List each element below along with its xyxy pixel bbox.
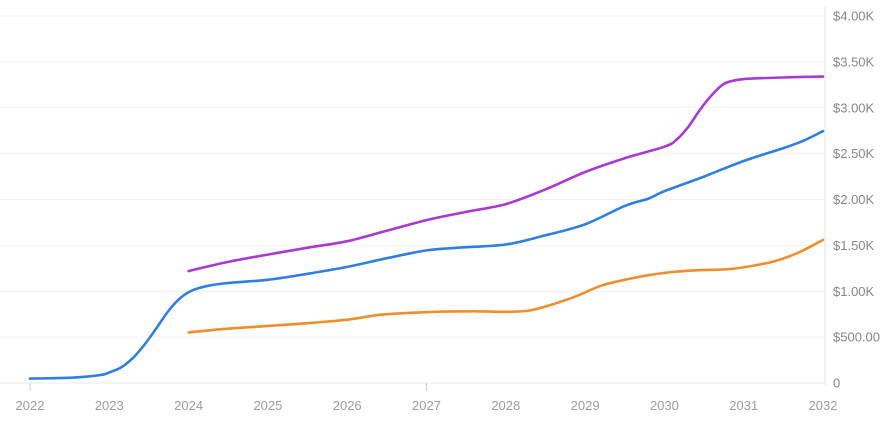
x-axis-label: 2029	[571, 398, 600, 413]
y-axis-label: $3.00K	[833, 100, 875, 115]
x-axis-label: 2031	[729, 398, 758, 413]
x-axis-label: 2026	[333, 398, 362, 413]
x-axis-label: 2028	[491, 398, 520, 413]
y-axis-label: $1.50K	[833, 238, 875, 253]
y-axis-label: $3.50K	[833, 54, 875, 69]
x-axis-label: 2030	[650, 398, 679, 413]
series-line-blue-series	[28, 129, 825, 380]
y-axis-label: $500.00	[833, 330, 880, 345]
x-axis-label: 2027	[412, 398, 441, 413]
y-axis-label: $4.00K	[833, 9, 875, 24]
x-axis-label: 2022	[16, 398, 45, 413]
y-axis-label: 0	[833, 376, 840, 391]
y-axis-label: $1.00K	[833, 284, 875, 299]
x-axis-label: 2023	[95, 398, 124, 413]
series-line-purple-series	[187, 75, 825, 273]
x-axis-label: 2032	[809, 398, 838, 413]
x-axis-label: 2025	[253, 398, 282, 413]
x-axis-label: 2024	[174, 398, 203, 413]
series-line-orange-series	[187, 238, 825, 334]
y-axis-label: $2.50K	[833, 146, 875, 161]
y-axis-label: $2.00K	[833, 192, 875, 207]
